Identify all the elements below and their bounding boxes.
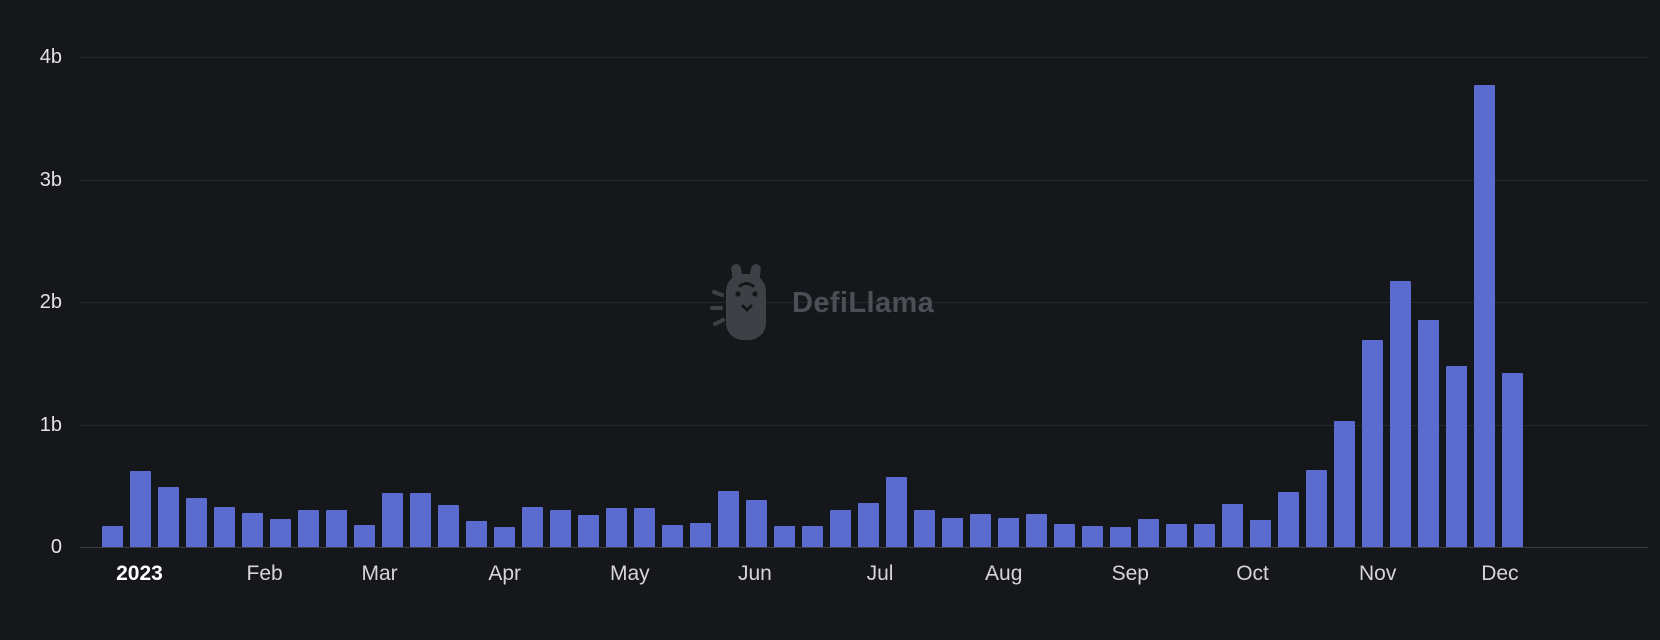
bar[interactable]	[998, 517, 1019, 547]
y-tick-label: 1b	[39, 413, 62, 436]
x-tick-label: 2023	[116, 562, 163, 585]
bar[interactable]	[1474, 85, 1495, 547]
bar[interactable]	[1250, 520, 1271, 547]
x-tick-label: Oct	[1236, 562, 1269, 585]
bar[interactable]	[802, 526, 823, 547]
bar[interactable]	[774, 526, 795, 547]
y-tick-label: 0	[50, 536, 62, 558]
bar[interactable]	[690, 522, 711, 547]
bar[interactable]	[970, 513, 991, 547]
gridline	[80, 57, 1648, 58]
bar[interactable]	[746, 500, 767, 547]
bar[interactable]	[942, 517, 963, 547]
bar[interactable]	[466, 521, 487, 547]
bar[interactable]	[914, 510, 935, 547]
bar[interactable]	[410, 493, 431, 547]
bar[interactable]	[354, 524, 375, 547]
y-tick-label: 2b	[39, 291, 62, 313]
bar[interactable]	[1446, 365, 1467, 547]
bar[interactable]	[382, 493, 403, 547]
bar[interactable]	[1138, 518, 1159, 547]
bar[interactable]	[242, 512, 263, 547]
x-tick-label: Sep	[1111, 562, 1149, 585]
bar[interactable]	[1110, 527, 1131, 547]
bar[interactable]	[1054, 523, 1075, 547]
x-tick-label: Jul	[866, 562, 894, 585]
x-tick-label: Dec	[1481, 562, 1519, 585]
bar[interactable]	[1222, 504, 1243, 547]
bar[interactable]	[1026, 513, 1047, 547]
bar[interactable]	[1278, 491, 1299, 547]
x-tick-label: Nov	[1358, 562, 1397, 585]
bar[interactable]	[438, 505, 459, 547]
bar[interactable]	[1362, 339, 1383, 547]
bar[interactable]	[130, 471, 151, 547]
bar[interactable]	[634, 507, 655, 547]
bar[interactable]	[1166, 523, 1187, 547]
bar[interactable]	[830, 510, 851, 547]
bar[interactable]	[522, 506, 543, 547]
bar[interactable]	[886, 477, 907, 547]
bar[interactable]	[186, 498, 207, 547]
x-tick-label: Aug	[985, 562, 1023, 585]
bar[interactable]	[718, 490, 739, 547]
y-tick-label: 3b	[39, 168, 62, 191]
bar[interactable]	[1418, 320, 1439, 547]
bar[interactable]	[1306, 469, 1327, 547]
x-tick-label: May	[609, 562, 650, 585]
bar[interactable]	[550, 510, 571, 547]
bar[interactable]	[298, 510, 319, 547]
x-tick-label: Apr	[488, 562, 522, 585]
bar[interactable]	[214, 506, 235, 547]
bar[interactable]	[326, 510, 347, 547]
y-tick-label: 4b	[39, 46, 62, 68]
bar[interactable]	[858, 502, 879, 547]
bar[interactable]	[662, 524, 683, 547]
bar[interactable]	[158, 486, 179, 547]
x-axis-line	[80, 547, 1648, 548]
bar[interactable]	[494, 527, 515, 547]
bar[interactable]	[270, 518, 291, 547]
gridline	[80, 424, 1648, 426]
bar[interactable]	[578, 515, 599, 547]
bar[interactable]	[1502, 373, 1523, 547]
bar[interactable]	[102, 526, 123, 547]
gridline	[80, 302, 1648, 303]
bar[interactable]	[1334, 420, 1355, 547]
x-tick-label: Jun	[737, 562, 772, 585]
gridline	[80, 179, 1648, 181]
bar[interactable]	[1194, 523, 1215, 547]
bar[interactable]	[1082, 526, 1103, 547]
bar[interactable]	[606, 507, 627, 547]
x-tick-label: Feb	[246, 562, 283, 585]
bar[interactable]	[1390, 281, 1411, 547]
x-tick-label: Mar	[361, 562, 398, 585]
